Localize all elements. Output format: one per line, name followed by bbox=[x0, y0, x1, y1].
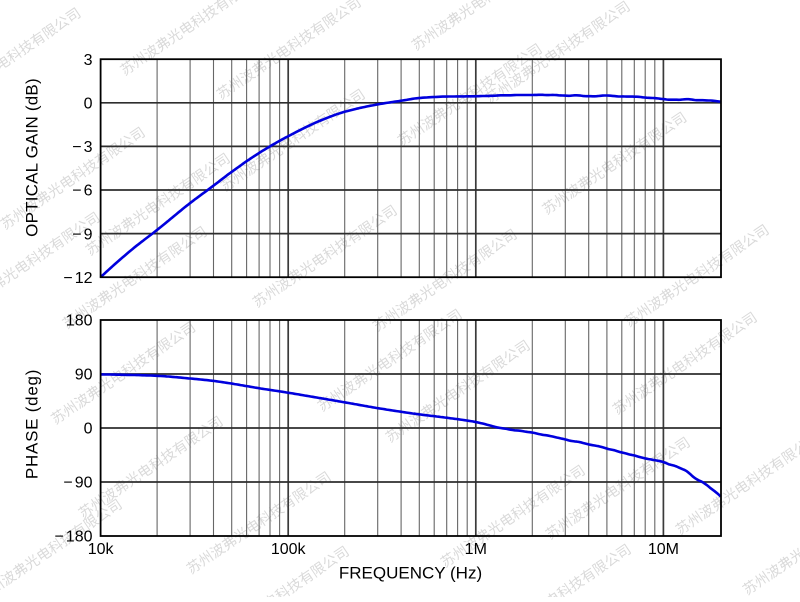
svg-text:90: 90 bbox=[75, 367, 93, 384]
svg-text:10M: 10M bbox=[648, 541, 679, 558]
svg-text:100k: 100k bbox=[271, 541, 307, 558]
svg-text:0: 0 bbox=[84, 96, 93, 113]
svg-text:1M: 1M bbox=[465, 541, 487, 558]
svg-text:0: 0 bbox=[84, 421, 93, 438]
svg-text:FREQUENCY (Hz): FREQUENCY (Hz) bbox=[339, 564, 482, 583]
svg-text:180: 180 bbox=[66, 313, 93, 330]
svg-text:10k: 10k bbox=[88, 541, 115, 558]
svg-text:OPTICAL GAIN (dB): OPTICAL GAIN (dB) bbox=[23, 78, 42, 237]
svg-text:3: 3 bbox=[84, 52, 93, 69]
svg-text:−90: −90 bbox=[63, 475, 92, 492]
svg-text:PHASE (deg): PHASE (deg) bbox=[23, 369, 42, 479]
svg-text:−12: −12 bbox=[63, 270, 92, 287]
